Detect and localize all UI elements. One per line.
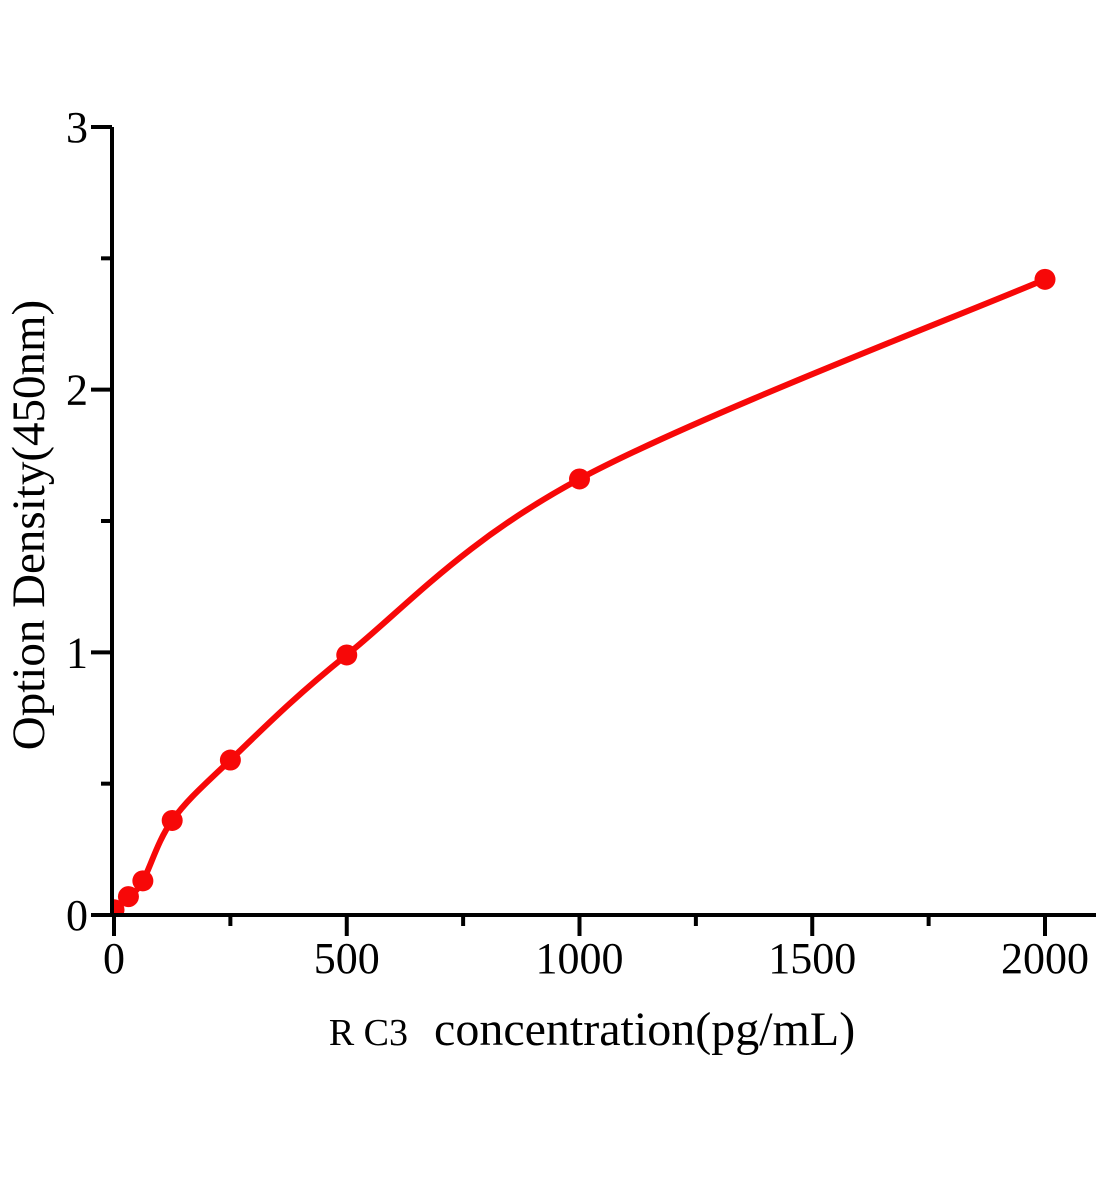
y-tick-label: 3 bbox=[66, 103, 88, 152]
data-point-marker bbox=[161, 809, 183, 831]
fit-curve bbox=[114, 276, 1048, 913]
data-point-marker bbox=[219, 749, 241, 771]
data-point-marker bbox=[569, 468, 590, 490]
data-point-marker bbox=[336, 644, 358, 666]
tick-labels: 0 500 1000 1500 2000 0 1 2 3 bbox=[66, 103, 1089, 983]
x-axis-title-main: concentration(pg/mL) bbox=[434, 1003, 855, 1056]
axes bbox=[110, 127, 1096, 917]
x-tick-label: 1000 bbox=[536, 934, 624, 983]
y-axis-title: Option Density(450nm) bbox=[3, 300, 55, 750]
y-tick-label: 0 bbox=[66, 891, 88, 940]
y-tick-label: 1 bbox=[66, 628, 88, 677]
data-point-marker bbox=[114, 899, 125, 913]
x-tick-label: 0 bbox=[103, 934, 125, 983]
x-tick-label: 500 bbox=[314, 934, 380, 983]
x-tick-label: 1500 bbox=[768, 934, 856, 983]
x-axis-title: R C3 concentration(pg/mL) bbox=[329, 1003, 855, 1056]
axis-ticks bbox=[91, 125, 1047, 936]
y-tick-label: 2 bbox=[66, 366, 88, 415]
x-tick-label: 2000 bbox=[1001, 934, 1089, 983]
data-point-marker bbox=[1034, 268, 1056, 290]
x-axis-title-prefix: R C3 bbox=[329, 1012, 408, 1054]
data-point-marker bbox=[117, 886, 139, 908]
data-series bbox=[114, 268, 1056, 913]
data-point-marker bbox=[132, 870, 154, 892]
